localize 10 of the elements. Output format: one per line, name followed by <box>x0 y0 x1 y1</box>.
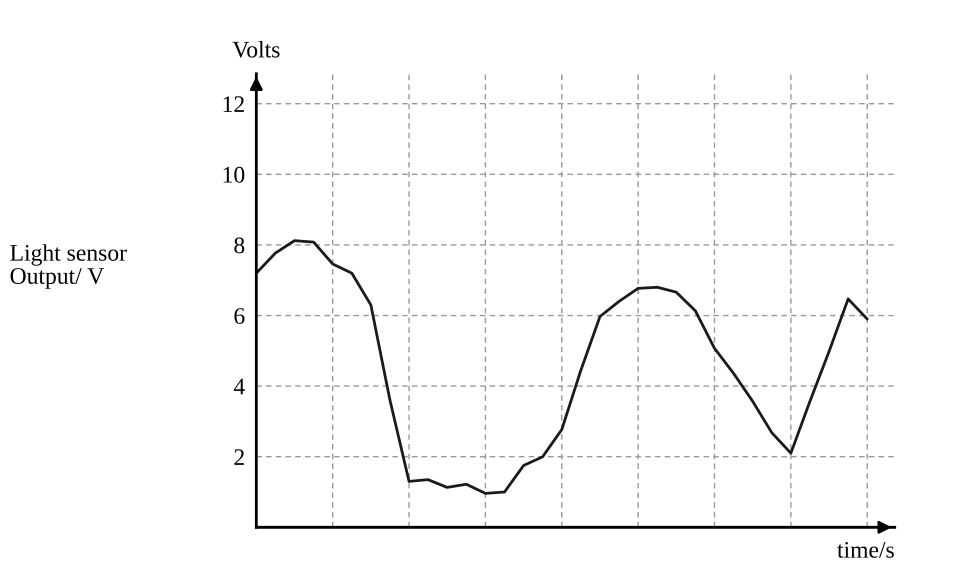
line-series <box>256 239 869 495</box>
y-tick-label: 4 <box>234 378 245 394</box>
y-tick-label: 6 <box>234 308 245 324</box>
text: Volts <box>232 40 280 58</box>
y-tick-label: 2 <box>234 449 244 465</box>
x-axis-title: time/s <box>837 542 894 558</box>
y-tick-label: 12 <box>224 96 244 112</box>
y-axis-title: Light sensor Output/ V <box>10 244 127 289</box>
y-tick-label: 10 <box>224 166 244 183</box>
y-tick-label: 8 <box>234 237 244 254</box>
